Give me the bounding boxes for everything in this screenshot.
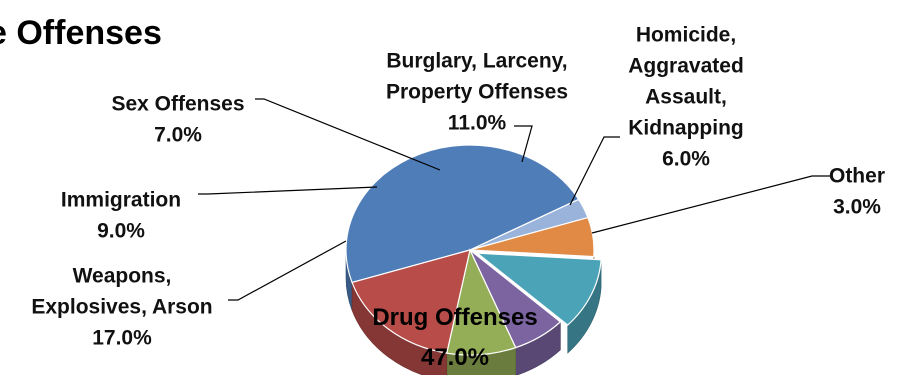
- pie-slice: [345, 144, 580, 284]
- slice-category-label: Other: [829, 164, 885, 187]
- slice-category-label: Drug Offenses: [372, 304, 537, 331]
- slice-category-label: Explosives, Arson: [31, 295, 212, 318]
- slice-value-label: 6.0%: [662, 147, 710, 170]
- slice-label: Sex Offenses 7.0%: [111, 92, 244, 146]
- leader-line: [198, 186, 378, 195]
- pie-slice: [469, 216, 595, 258]
- slice-category-label: Kidnapping: [628, 116, 743, 139]
- slice-category-label: Burglary, Larceny,: [386, 49, 567, 72]
- leader-line: [569, 136, 620, 206]
- pie-slice: [475, 252, 602, 326]
- slice-label: Burglary, Larceny, Property Offenses 11.0%: [386, 49, 568, 134]
- slice-label: Drug Offenses 47.0%: [372, 304, 537, 371]
- chart-title: e Offenses: [0, 14, 162, 52]
- slice-label: Other 3.0%: [829, 164, 885, 218]
- slice-category-label: Weapons,: [73, 264, 172, 287]
- slice-value-label: 47.0%: [421, 344, 489, 371]
- slice-category-label: Homicide,: [636, 23, 736, 46]
- slice-value-label: 17.0%: [92, 326, 152, 349]
- leader-line: [591, 175, 830, 234]
- pie-slice: [351, 249, 471, 354]
- slice-label: Weapons, Explosives, Arson 17.0%: [31, 264, 212, 349]
- slice-value-label: 11.0%: [448, 111, 507, 134]
- slice-value-label: 9.0%: [97, 219, 145, 242]
- slice-category-label: Aggravated: [628, 54, 744, 77]
- slice-value-label: 3.0%: [833, 195, 881, 218]
- slice-category-label: Immigration: [61, 188, 181, 211]
- slice-label: Homicide, Aggravated Assault, Kidnapping 6.0…: [628, 23, 744, 170]
- leader-line: [255, 98, 441, 171]
- slice-category-label: Assault,: [645, 85, 727, 108]
- leader-line: [514, 125, 533, 163]
- slice-value-label: 7.0%: [154, 123, 202, 146]
- slice-category-label: Property Offenses: [386, 80, 568, 103]
- leader-line: [228, 240, 347, 301]
- slice-label: Immigration 9.0%: [61, 188, 181, 242]
- slice-category-label: Sex Offenses: [111, 92, 244, 115]
